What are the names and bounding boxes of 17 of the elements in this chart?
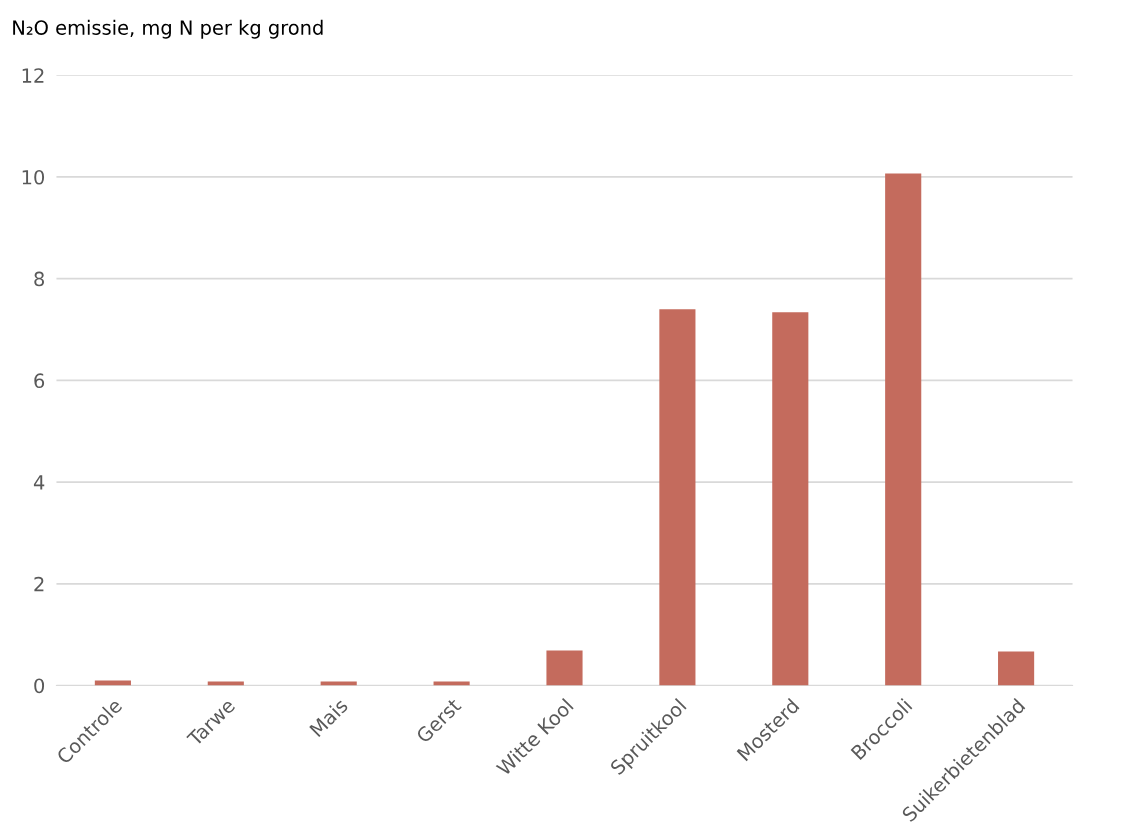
y-tick-label: 8: [34, 271, 45, 287]
y-tick-label: 10: [22, 169, 45, 185]
y-tick-label: 0: [34, 678, 45, 694]
bar: [998, 651, 1035, 686]
bar: [433, 681, 470, 686]
bar: [207, 681, 244, 686]
bar: [885, 173, 922, 686]
bar: [772, 312, 809, 686]
bar: [659, 309, 696, 686]
y-tick-label: 12: [22, 68, 44, 83]
bar: [94, 680, 131, 686]
bar: [546, 650, 583, 686]
bar: [320, 681, 357, 686]
y-tick-label: 4: [33, 475, 45, 490]
y-tick-label: 2: [34, 576, 44, 592]
y-axis-title: N₂O emissie, mg N per kg grond: [13, 19, 323, 39]
y-tick-label: 6: [34, 373, 45, 389]
